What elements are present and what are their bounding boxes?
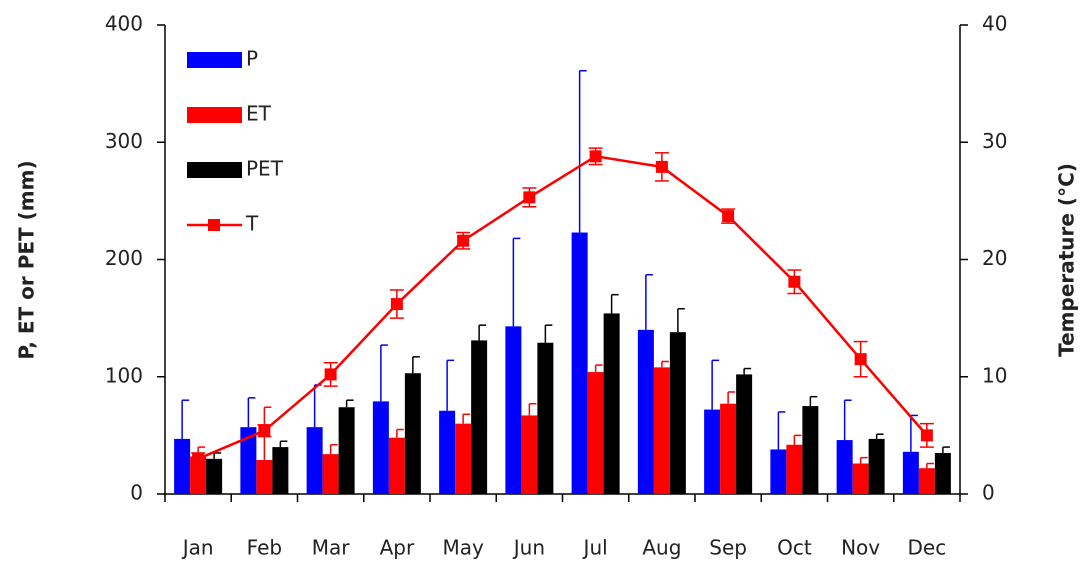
marker [258, 424, 271, 437]
y2-tick-label: 0 [982, 481, 995, 505]
y-tick-label: 0 [130, 481, 143, 505]
bar [372, 401, 389, 494]
bar [720, 403, 737, 494]
legend-swatch [187, 52, 242, 68]
legend-label: P [246, 47, 258, 71]
legend-swatch [187, 162, 242, 178]
x-tick-label: May [442, 536, 484, 560]
bar [603, 313, 620, 494]
bar [404, 373, 421, 494]
bar [338, 407, 355, 494]
x-tick-label: Feb [247, 536, 282, 560]
bar [521, 415, 538, 494]
bar [852, 463, 869, 494]
bar [736, 374, 753, 494]
bar [802, 406, 819, 494]
bar [571, 232, 588, 494]
bar [868, 438, 885, 494]
bar [240, 427, 257, 494]
legend-swatch [208, 219, 220, 231]
y2-tick-label: 10 [982, 363, 1007, 387]
x-tick-label: Mar [312, 536, 351, 560]
bar [190, 456, 207, 494]
y-tick-label: 300 [105, 129, 143, 153]
bar [322, 454, 339, 494]
bar [306, 427, 323, 494]
x-tick-label: Apr [380, 536, 415, 560]
marker [722, 210, 735, 223]
bar [653, 367, 670, 494]
bar [669, 332, 686, 494]
x-tick-label: Jun [512, 536, 545, 560]
legend-label: PET [246, 157, 284, 181]
x-tick-label: Oct [777, 536, 812, 560]
bar [836, 440, 853, 494]
marker [854, 353, 867, 366]
y-tick-label: 200 [105, 246, 143, 270]
x-tick-label: Dec [908, 536, 947, 560]
bar [902, 451, 919, 494]
y2-axis-label: Temperature (°C) [1055, 163, 1079, 357]
bar [256, 459, 273, 494]
bar [455, 423, 472, 494]
y2-tick-label: 40 [982, 12, 1007, 36]
y-tick-label: 100 [105, 363, 143, 387]
x-tick-label: Nov [841, 536, 880, 560]
bar [505, 326, 522, 494]
bar [934, 452, 951, 494]
bar [637, 329, 654, 494]
marker [523, 191, 536, 204]
legend-label: ET [246, 102, 272, 126]
bar [471, 340, 488, 494]
y2-tick-label: 20 [982, 246, 1007, 270]
bar [174, 438, 191, 494]
marker [589, 150, 602, 163]
bar [439, 410, 456, 494]
y-axis-label: P, ET or PET (mm) [15, 160, 39, 359]
bar [272, 447, 289, 494]
y-tick-label: 400 [105, 12, 143, 36]
y2-tick-label: 30 [982, 129, 1007, 153]
marker [324, 368, 337, 381]
marker [390, 298, 403, 311]
bar [786, 444, 803, 494]
line [197, 155, 928, 460]
marker [192, 452, 205, 465]
marker [788, 275, 801, 288]
legend-swatch [187, 107, 242, 123]
marker [920, 429, 933, 442]
bar [537, 342, 554, 494]
marker [655, 160, 668, 173]
x-tick-label: Aug [642, 536, 681, 560]
bar [770, 449, 787, 494]
x-tick-label: Sep [709, 536, 747, 560]
x-tick-label: Jul [582, 536, 608, 560]
marker [457, 234, 470, 247]
bar [587, 372, 604, 494]
x-tick-label: Jan [181, 536, 214, 560]
bar [918, 468, 935, 494]
legend-label: T [245, 212, 259, 236]
bar [206, 458, 223, 494]
bar [704, 409, 721, 494]
bar [388, 437, 405, 494]
